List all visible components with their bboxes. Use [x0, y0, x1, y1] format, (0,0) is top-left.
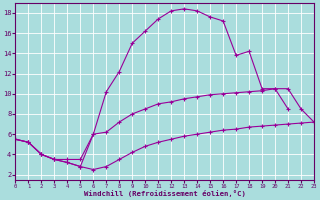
X-axis label: Windchill (Refroidissement éolien,°C): Windchill (Refroidissement éolien,°C): [84, 190, 246, 197]
